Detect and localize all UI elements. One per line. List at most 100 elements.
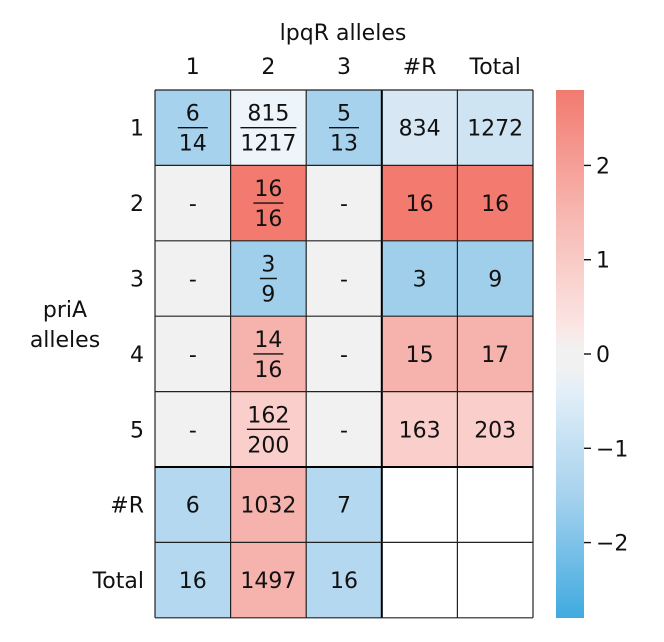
cell-value: 6 [186, 494, 200, 519]
column-label: Total [469, 55, 521, 80]
column-labels: 1 2 3 #R Total [186, 55, 521, 80]
heatmap-cell: 1272 [457, 90, 533, 166]
cell-background [381, 391, 458, 467]
cell-numerator: 14 [254, 328, 282, 353]
heatmap-cell: 16 [306, 542, 382, 618]
colorbar-tick-label: 0 [596, 343, 610, 368]
cell-background [457, 90, 533, 166]
cell-background [230, 542, 307, 618]
cell-denominator: 9 [261, 283, 275, 308]
cell-denominator: 16 [254, 207, 282, 232]
cell-value: 16 [330, 569, 358, 594]
heatmap-cell: - [155, 240, 231, 317]
cell-value: - [340, 268, 348, 293]
heatmap-cell: 16 [155, 542, 231, 618]
cell-value: - [340, 343, 348, 368]
heatmap-cell [457, 542, 533, 618]
colorbar-gradient [556, 90, 584, 618]
colorbar: 2 1 0 −1 −2 [556, 90, 628, 618]
cell-value: 16 [481, 192, 509, 217]
cell-value: - [189, 418, 197, 443]
heatmap-cell: 815 1217 [230, 90, 307, 166]
heatmap-cell: 39 [230, 240, 307, 317]
cell-value: 9 [488, 268, 502, 293]
cell-denominator: 13 [330, 132, 358, 157]
cell-background [155, 316, 231, 392]
cell-background [381, 240, 458, 317]
cell-value: 1032 [240, 494, 296, 519]
heatmap-cell: 834 [381, 90, 458, 166]
cell-value: 7 [337, 494, 351, 519]
row-label: 5 [130, 418, 144, 443]
cell-numerator: 6 [186, 102, 200, 127]
row-axis-title: priA alleles [30, 298, 100, 353]
cell-value: 203 [474, 418, 516, 443]
cell-value: 16 [406, 192, 434, 217]
heatmap-cell: - [155, 316, 231, 392]
cell-background [457, 542, 533, 618]
cell-value: - [340, 192, 348, 217]
cell-denominator: 14 [179, 132, 207, 157]
cell-value: 3 [413, 268, 427, 293]
heatmap-cell: - [306, 391, 382, 467]
heatmap-cell: 513 [306, 90, 382, 166]
cell-value: 834 [399, 117, 441, 142]
heatmap-cell: 1032 [230, 467, 307, 543]
colorbar-tick-label: −1 [596, 437, 628, 462]
cell-background [381, 316, 458, 392]
cell-value: - [189, 268, 197, 293]
cell-background [381, 542, 458, 618]
heatmap-cell: - [155, 165, 231, 241]
cell-background [155, 391, 231, 467]
column-label: 1 [186, 55, 200, 80]
heatmap-cell: - [306, 240, 382, 317]
heatmap-cell: 16 [457, 165, 533, 241]
heatmap-cell [381, 467, 458, 543]
cell-denominator: 16 [254, 358, 282, 383]
heatmap-cell: 7 [306, 467, 382, 543]
row-labels: 1 2 3 4 5 #R Total [92, 117, 144, 594]
cell-background [306, 316, 382, 392]
heatmap-cell: - [306, 316, 382, 392]
row-label: 4 [130, 343, 144, 368]
colorbar-tick-label: −2 [596, 532, 628, 557]
cell-background [306, 542, 382, 618]
cell-denominator: 1217 [240, 132, 296, 157]
cell-background [457, 467, 533, 543]
heatmap-cell: 163 [381, 391, 458, 467]
cell-value: 1497 [240, 569, 296, 594]
cell-numerator: 16 [254, 177, 282, 202]
cell-background [306, 467, 382, 543]
cell-value: 16 [179, 569, 207, 594]
cell-background [306, 240, 382, 317]
heatmap-cell: 9 [457, 240, 533, 317]
colorbar-tick-label: 1 [596, 249, 610, 274]
cell-background [155, 467, 231, 543]
column-label: #R [403, 55, 437, 80]
heatmap-cell [381, 542, 458, 618]
heatmap-cell: 203 [457, 391, 533, 467]
cell-value: - [340, 418, 348, 443]
heatmap-cell: 614 [155, 90, 231, 166]
cell-background [457, 165, 533, 241]
row-label: 1 [130, 117, 144, 142]
cell-background [457, 391, 533, 467]
cell-background [381, 90, 458, 166]
cell-value: 163 [399, 418, 441, 443]
cell-background [457, 316, 533, 392]
cell-background [306, 391, 382, 467]
heatmap-cell: 17 [457, 316, 533, 392]
cell-background [230, 467, 307, 543]
heatmap-cell [457, 467, 533, 543]
cell-background [381, 467, 458, 543]
colorbar-tick-label: 2 [596, 154, 610, 179]
cell-numerator: 3 [261, 253, 275, 278]
heatmap-cell: 16 [381, 165, 458, 241]
row-label: 2 [130, 192, 144, 217]
heatmap-cell: - [306, 165, 382, 241]
column-label: 3 [337, 55, 351, 80]
cell-value: - [189, 192, 197, 217]
